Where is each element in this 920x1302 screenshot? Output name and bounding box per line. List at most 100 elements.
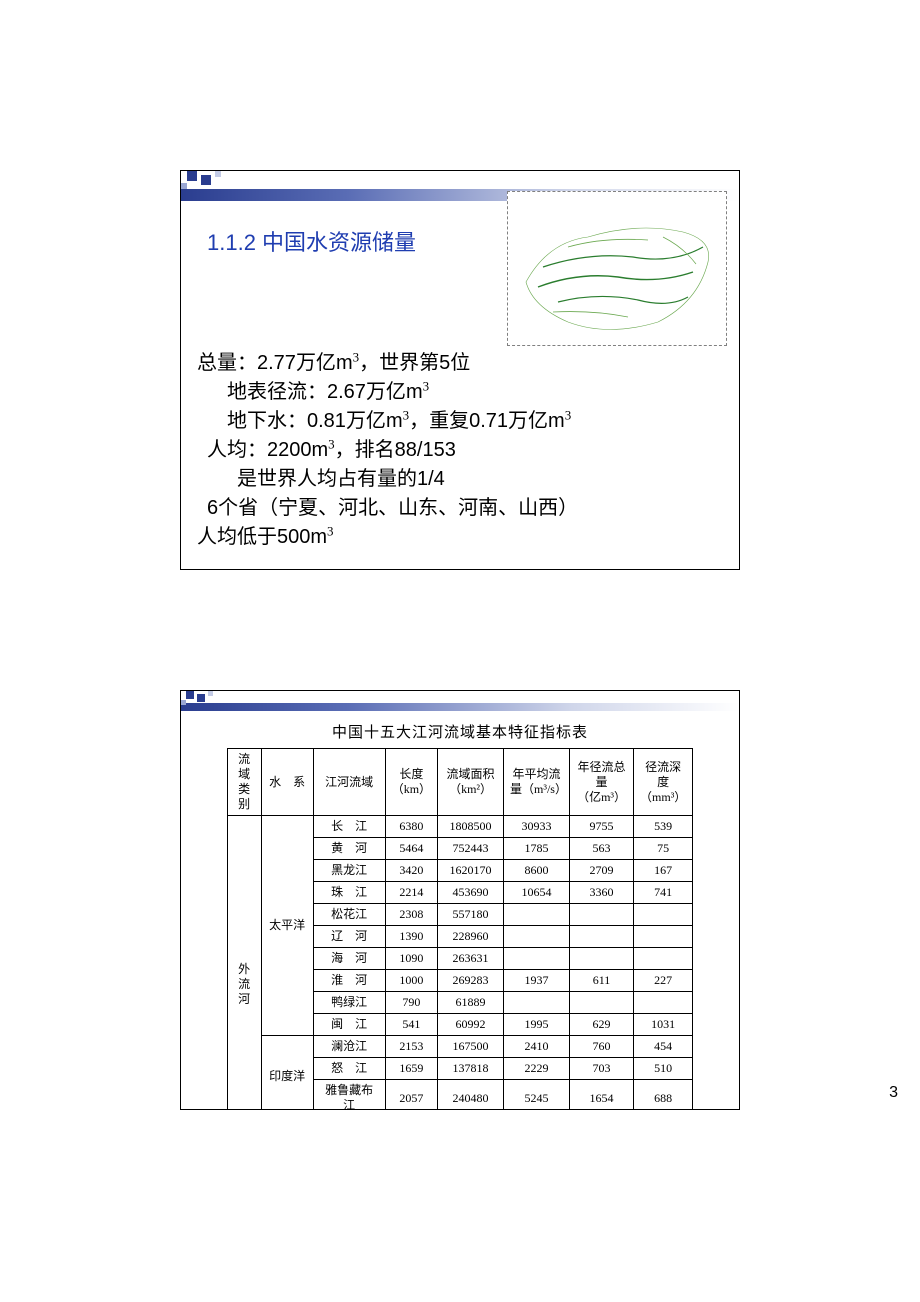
- cell-river: 淮 河: [313, 970, 385, 992]
- table-cell: 454: [634, 1036, 693, 1058]
- table-cell: 1785: [504, 838, 570, 860]
- table-cell: 2229: [504, 1058, 570, 1080]
- table-cell: [504, 948, 570, 970]
- table-cell: 5245: [504, 1080, 570, 1111]
- table-cell: 790: [385, 992, 437, 1014]
- table-cell: 1937: [504, 970, 570, 992]
- map-svg: [508, 192, 727, 346]
- table-cell: 75: [634, 838, 693, 860]
- cell-river: 海 河: [313, 948, 385, 970]
- cell-river: 鸭绿江: [313, 992, 385, 1014]
- table-cell: 269283: [438, 970, 504, 992]
- slide-water-resources: 1.1.2 中国水资源储量 总量：2.77万亿m3，世界第5位 地表径流：2.6…: [180, 170, 740, 570]
- cell-river: 黑龙江: [313, 860, 385, 882]
- content-text: 总量：2.77万亿m3，世界第5位 地表径流：2.67万亿m3 地下水：0.81…: [197, 349, 739, 552]
- china-rivers-map: [507, 191, 727, 346]
- table-cell: 1808500: [438, 816, 504, 838]
- table-cell: 453690: [438, 882, 504, 904]
- table-cell: 61889: [438, 992, 504, 1014]
- table-cell: 1620170: [438, 860, 504, 882]
- cell-river: 辽 河: [313, 926, 385, 948]
- deco-square: [181, 700, 186, 705]
- line-provinces: 6个省（宁夏、河北、山东、河南、山西）: [197, 494, 739, 523]
- deco-square: [208, 691, 213, 696]
- header-deco: [181, 691, 241, 719]
- table-cell: 1031: [634, 1014, 693, 1036]
- cell-river: 怒 江: [313, 1058, 385, 1080]
- table-cell: [570, 948, 634, 970]
- cell-river: 松花江: [313, 904, 385, 926]
- table-cell: 1090: [385, 948, 437, 970]
- table-cell: 2214: [385, 882, 437, 904]
- table-cell: 688: [634, 1080, 693, 1111]
- table-cell: [504, 926, 570, 948]
- table-cell: 30933: [504, 816, 570, 838]
- table-cell: 240480: [438, 1080, 504, 1111]
- th-river: 江河流域: [313, 749, 385, 816]
- table-cell: 1000: [385, 970, 437, 992]
- cell-system-pacific: 太平洋: [261, 816, 313, 1036]
- table-cell: 1995: [504, 1014, 570, 1036]
- table-cell: [504, 904, 570, 926]
- table-cell: 2057: [385, 1080, 437, 1111]
- cell-river: 澜沧江: [313, 1036, 385, 1058]
- table-cell: [570, 926, 634, 948]
- cell-river: 雅鲁藏布江: [313, 1080, 385, 1111]
- table-cell: [570, 992, 634, 1014]
- table-row: 印度洋澜沧江21531675002410760454: [227, 1036, 693, 1058]
- line-surface: 地表径流：2.67万亿m3: [197, 378, 739, 407]
- table-row: 外流河太平洋长 江63801808500309339755539: [227, 816, 693, 838]
- deco-square: [197, 694, 205, 702]
- th-category: 流域类别: [227, 749, 261, 816]
- title-text: 1.1.2 中国水资源储量: [207, 230, 416, 255]
- line-total: 总量：2.77万亿m3，世界第5位: [197, 349, 739, 378]
- slide-rivers-table: 中国十五大江河流域基本特征指标表 流域类别 水 系 江河流域 长度（km） 流域…: [180, 690, 740, 1110]
- table-cell: 703: [570, 1058, 634, 1080]
- table-cell: 3360: [570, 882, 634, 904]
- table-cell: 60992: [438, 1014, 504, 1036]
- line-below500: 人均低于500m3: [197, 523, 739, 552]
- deco-square: [186, 691, 194, 699]
- line-ground: 地下水：0.81万亿m3，重复0.71万亿m3: [197, 407, 739, 436]
- table-cell: 9755: [570, 816, 634, 838]
- th-system: 水 系: [261, 749, 313, 816]
- cell-river: 闽 江: [313, 1014, 385, 1036]
- table-cell: 137818: [438, 1058, 504, 1080]
- table-cell: 760: [570, 1036, 634, 1058]
- table-cell: 167500: [438, 1036, 504, 1058]
- table-cell: [634, 948, 693, 970]
- slide-header: [181, 691, 739, 715]
- table-cell: 752443: [438, 838, 504, 860]
- table-cell: 2410: [504, 1036, 570, 1058]
- table-cell: 8600: [504, 860, 570, 882]
- th-total: 年径流总量（亿m³）: [570, 749, 634, 816]
- table-cell: 629: [570, 1014, 634, 1036]
- table-cell: 167: [634, 860, 693, 882]
- table-cell: 263631: [438, 948, 504, 970]
- cell-river: 长 江: [313, 816, 385, 838]
- header-deco: [181, 171, 241, 199]
- cell-river: 黄 河: [313, 838, 385, 860]
- th-depth: 径流深度（mm³）: [634, 749, 693, 816]
- table-cell: 10654: [504, 882, 570, 904]
- table-cell: 2153: [385, 1036, 437, 1058]
- table-cell: 611: [570, 970, 634, 992]
- table-cell: [570, 904, 634, 926]
- page-number: 3: [889, 1084, 898, 1102]
- deco-square: [215, 171, 221, 177]
- table-cell: [504, 992, 570, 1014]
- table-cell: 741: [634, 882, 693, 904]
- table-title: 中国十五大江河流域基本特征指标表: [181, 721, 739, 742]
- cell-system-indian: 印度洋: [261, 1036, 313, 1111]
- th-area: 流域面积（km²）: [438, 749, 504, 816]
- table-cell: 1654: [570, 1080, 634, 1111]
- table-cell: 541: [385, 1014, 437, 1036]
- table-cell: [634, 926, 693, 948]
- table-cell: 3420: [385, 860, 437, 882]
- table-cell: 557180: [438, 904, 504, 926]
- table-cell: 2709: [570, 860, 634, 882]
- line-percap: 人均：2200m3，排名88/153: [197, 436, 739, 465]
- header-row: 流域类别 水 系 江河流域 长度（km） 流域面积（km²） 年平均流量（m³/…: [227, 749, 693, 816]
- table-cell: 539: [634, 816, 693, 838]
- table-cell: 1659: [385, 1058, 437, 1080]
